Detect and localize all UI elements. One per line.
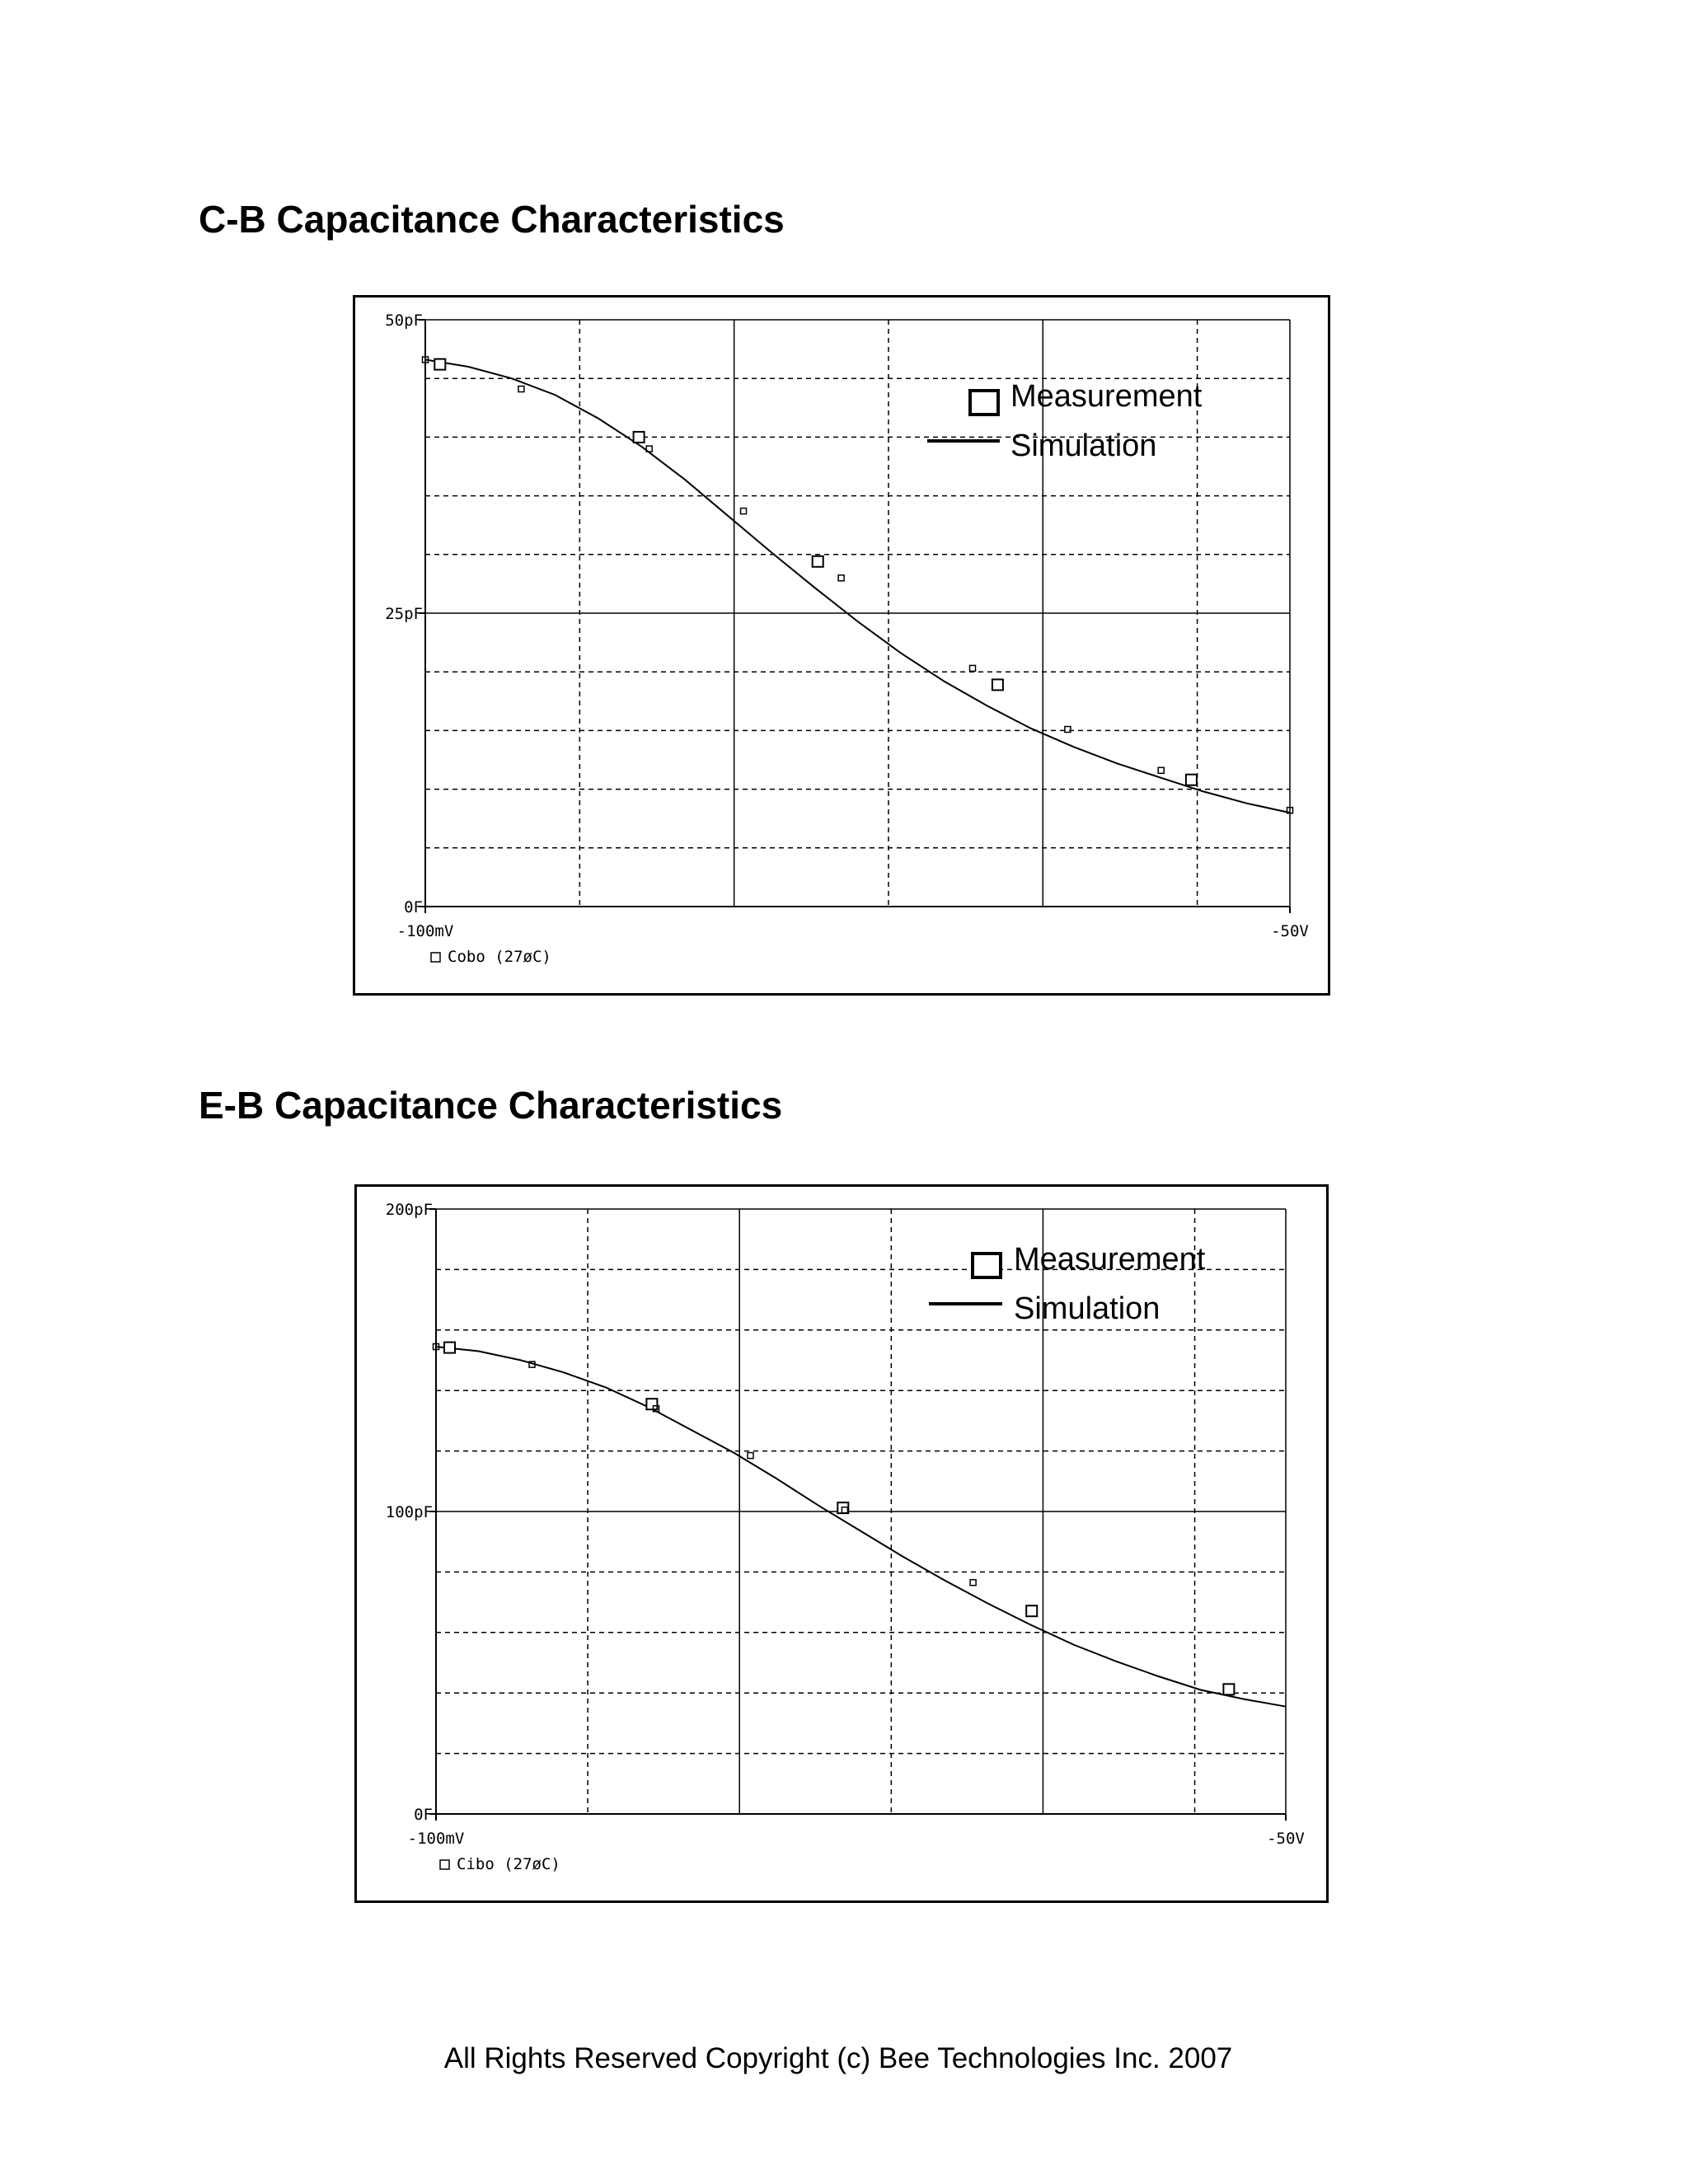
cb-trace-point	[837, 574, 845, 582]
eb-y-top-label: 200pF	[386, 1201, 433, 1219]
cb-chart-title: C-B Capacitance Characteristics	[199, 198, 785, 241]
copyright-footer: All Rights Reserved Copyright (c) Bee Te…	[443, 2042, 1233, 2074]
cb-trace-point	[968, 664, 977, 673]
cb-simulation-line	[424, 359, 1291, 814]
cb-plot-svg: 50pF 25pF 0F -100mV -50V Cobo (27øC) Mea…	[385, 312, 1309, 966]
eb-trace-point	[652, 1404, 660, 1413]
eb-data-marks	[432, 1341, 1287, 1708]
cb-trace-point	[1064, 725, 1071, 733]
cb-y-bottom-label: 0F	[404, 898, 423, 916]
eb-trace-label: Cibo (27øC)	[457, 1855, 560, 1873]
eb-plot-svg: 200pF 100pF 0F -100mV -50V Cibo (27øC) M…	[386, 1201, 1305, 1873]
cb-trace-marker-icon	[430, 952, 441, 963]
cb-trace-point	[1157, 766, 1165, 775]
cb-legend-measurement-label: Measurement	[1010, 379, 1203, 414]
cb-y-mid-label: 25pF	[385, 605, 423, 623]
cb-measurement-point	[811, 555, 824, 568]
cb-trace-label: Cobo (27øC)	[448, 948, 551, 966]
eb-simulation-line	[435, 1346, 1287, 1708]
cb-trace-point	[739, 507, 748, 515]
cb-measurement-point	[1184, 773, 1198, 786]
eb-measurement-point	[645, 1398, 659, 1411]
cb-trace-point	[645, 445, 653, 452]
eb-measurement-point	[1025, 1605, 1039, 1618]
cb-trace-point	[421, 356, 429, 363]
eb-trace-point	[528, 1361, 536, 1368]
eb-chart-title: E-B Capacitance Characteristics	[199, 1084, 783, 1127]
eb-measurement-point	[837, 1502, 850, 1515]
eb-x-left-label: -100mV	[408, 1830, 465, 1848]
eb-measurement-point	[443, 1341, 456, 1354]
eb-trace-point	[747, 1451, 754, 1460]
eb-grid	[429, 1208, 1287, 1821]
cb-plot-frame: 50pF 25pF 0F -100mV -50V Cobo (27øC) Mea…	[353, 295, 1330, 996]
cb-legend-measurement-icon	[968, 389, 1000, 416]
cb-x-right-label: -50V	[1271, 922, 1309, 940]
eb-y-mid-label: 100pF	[386, 1503, 433, 1521]
eb-trace-point	[841, 1506, 849, 1514]
eb-measurement-point	[1222, 1683, 1236, 1696]
cb-trace-point	[1286, 806, 1294, 814]
eb-plot-frame: 200pF 100pF 0F -100mV -50V Cibo (27øC) M…	[354, 1184, 1329, 1903]
cb-trace-point	[518, 385, 525, 393]
eb-x-right-label: -50V	[1267, 1830, 1305, 1848]
cb-x-left-label: -100mV	[397, 922, 454, 940]
cb-legend-simulation-label: Simulation	[1010, 429, 1156, 463]
eb-trace-point	[969, 1578, 977, 1586]
eb-legend-measurement-icon	[971, 1252, 1002, 1279]
eb-legend-simulation-label: Simulation	[1014, 1291, 1160, 1326]
cb-y-top-label: 50pF	[385, 312, 423, 330]
cb-data-marks	[421, 356, 1294, 814]
cb-measurement-point	[991, 678, 1004, 691]
eb-trace-point	[432, 1343, 440, 1351]
cb-measurement-point	[632, 430, 645, 443]
eb-legend-measurement-label: Measurement	[1014, 1242, 1206, 1277]
eb-trace-marker-icon	[439, 1859, 450, 1870]
cb-measurement-point	[434, 358, 447, 371]
cb-grid	[419, 319, 1291, 913]
eb-y-bottom-label: 0F	[414, 1806, 433, 1824]
